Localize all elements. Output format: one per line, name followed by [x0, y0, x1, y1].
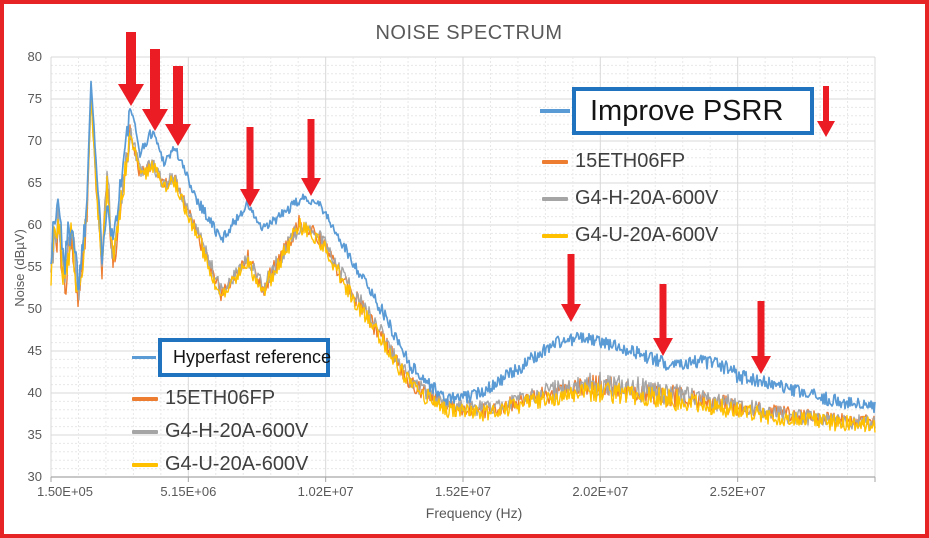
annotation-arrow-down [561, 254, 581, 322]
y-tick-label: 40 [27, 385, 42, 400]
legend-swatch [542, 233, 568, 238]
series-line-g4-u-20a-600v [50, 99, 876, 433]
legend-item-15eth06fp: 15ETH06FP [132, 382, 330, 415]
y-tick-label: 60 [27, 217, 42, 232]
legend-item-improve-psrr: Improve PSRR [540, 87, 814, 135]
series-line-hyperfast-reference [50, 80, 876, 414]
legend-swatch-blue [540, 109, 570, 113]
annotation-arrow-down [653, 284, 673, 356]
legend-bottom-left: Hyperfast reference 15ETH06FP G4-H-20A-60… [132, 338, 331, 481]
legend-swatch [132, 429, 158, 434]
legend-swatch-blue [132, 356, 156, 359]
annotation-arrow-down [240, 127, 260, 207]
legend-item-g4-u-20a-600v: G4-U-20A-600V [132, 448, 330, 481]
legend-swatch [542, 196, 568, 201]
legend-label: 15ETH06FP [165, 387, 276, 409]
legend-label: G4-H-20A-600V [575, 187, 719, 209]
legend-item-g4-h-20a-600v: G4-H-20A-600V [132, 415, 330, 448]
annotation-arrow-down [817, 86, 835, 137]
legend-swatch [132, 396, 158, 401]
annotation-arrow-down [165, 66, 191, 146]
annotation-arrow-down [142, 49, 168, 131]
legend-item-hyperfast-reference: Hyperfast reference [132, 338, 331, 377]
legend-label: G4-U-20A-600V [575, 224, 719, 246]
y-tick-label: 70 [27, 133, 42, 148]
x-tick-label: 1.02E+07 [297, 484, 354, 499]
y-tick-label: 30 [27, 469, 42, 484]
y-tick-label: 45 [27, 343, 42, 358]
y-tick-label: 65 [27, 175, 42, 190]
legend-label: G4-H-20A-600V [165, 420, 309, 442]
legend-label: 15ETH06FP [575, 150, 686, 172]
legend-item-g4-u-20a-600v: G4-U-20A-600V [542, 217, 814, 254]
legend-item-g4-h-20a-600v: G4-H-20A-600V [542, 180, 814, 217]
legend-swatch [542, 159, 568, 164]
x-tick-label: 1.52E+07 [434, 484, 492, 499]
x-axis-title: Frequency (Hz) [425, 505, 523, 521]
y-tick-label: 35 [27, 427, 42, 442]
y-tick-label: 55 [27, 259, 42, 274]
x-tick-label: 1.50E+05 [36, 484, 94, 499]
legend-item-15eth06fp: 15ETH06FP [542, 143, 814, 180]
legend-swatch [132, 462, 158, 467]
legend-top-right: Improve PSRR 15ETH06FP G4-H-20A-600V G4-U-… [540, 87, 814, 254]
annotation-arrow-down [118, 32, 144, 106]
y-tick-label: 80 [27, 49, 42, 64]
improve-psrr-callout: Improve PSRR [572, 87, 814, 135]
annotation-arrow-down [301, 119, 321, 196]
annotation-arrow-down [751, 301, 771, 374]
x-tick-label: 2.02E+07 [572, 484, 629, 499]
legend-label: G4-U-20A-600V [165, 453, 309, 475]
legend-items: 15ETH06FP G4-H-20A-600V G4-U-20A-600V [132, 382, 330, 481]
y-tick-label: 50 [27, 301, 42, 316]
chart-title: NOISE SPECTRUM [375, 22, 563, 44]
y-tick-label: 75 [27, 91, 42, 106]
y-axis-title: Noise (dBµV) [12, 229, 27, 307]
x-tick-label: 2.52E+07 [709, 484, 766, 499]
x-tick-label: 5.15E+06 [160, 484, 217, 499]
hyperfast-reference-callout: Hyperfast reference [158, 338, 331, 377]
legend-items: 15ETH06FP G4-H-20A-600V G4-U-20A-600V [542, 143, 814, 254]
